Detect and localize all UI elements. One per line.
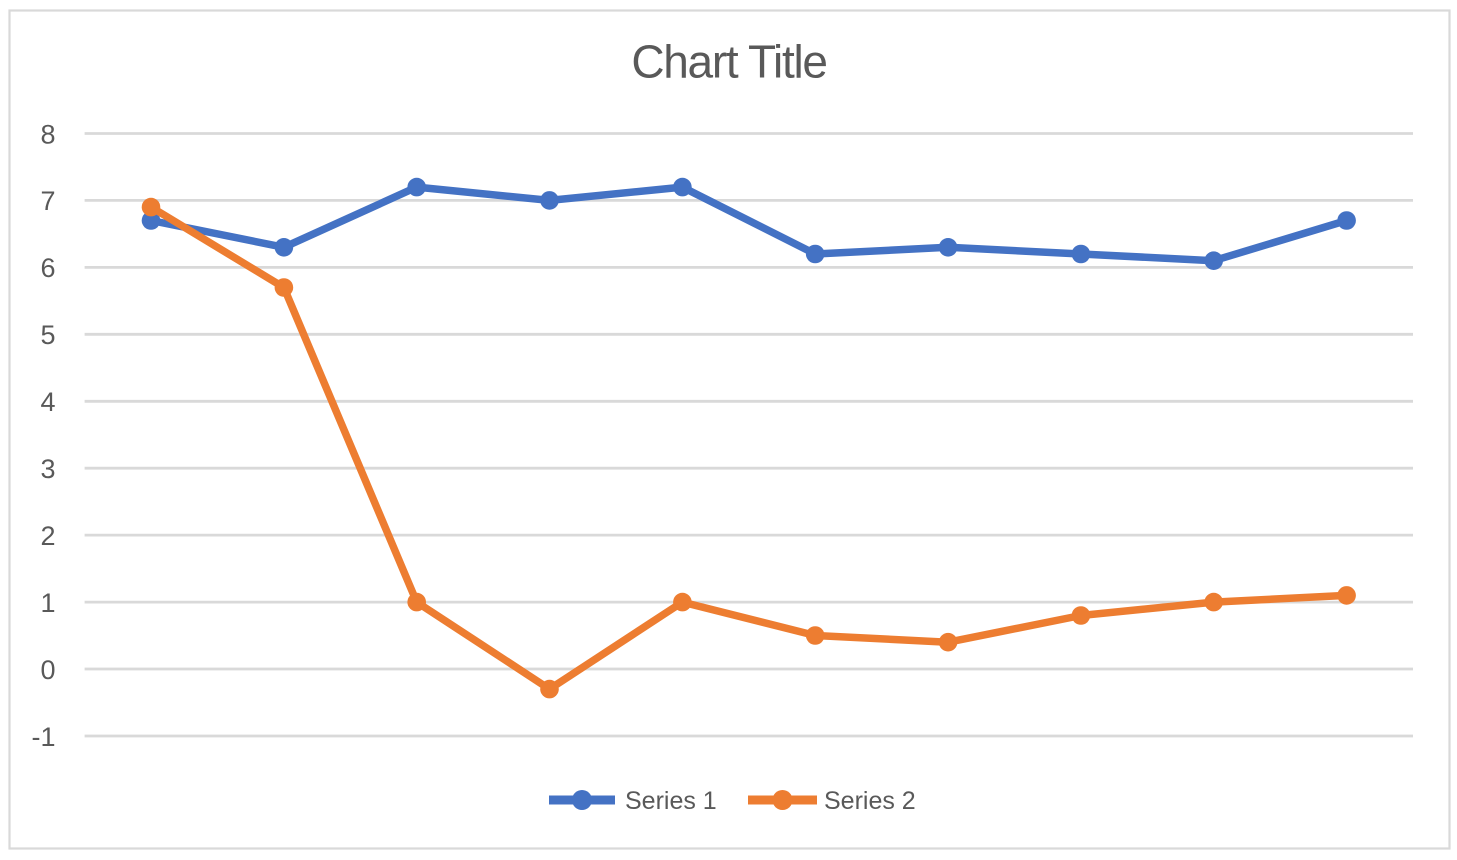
svg-text:2: 2 [40, 521, 55, 551]
svg-text:7: 7 [40, 186, 55, 216]
svg-text:Series 1: Series 1 [625, 787, 717, 815]
svg-text:4: 4 [40, 387, 55, 417]
svg-text:0: 0 [40, 655, 55, 685]
svg-text:5: 5 [40, 320, 55, 350]
svg-text:1: 1 [40, 588, 55, 618]
svg-text:Series 2: Series 2 [824, 787, 916, 815]
svg-text:8: 8 [40, 119, 55, 149]
svg-text:-1: -1 [31, 722, 55, 752]
svg-text:Chart Title: Chart Title [631, 36, 826, 88]
svg-text:6: 6 [40, 253, 55, 283]
svg-text:3: 3 [40, 454, 55, 484]
